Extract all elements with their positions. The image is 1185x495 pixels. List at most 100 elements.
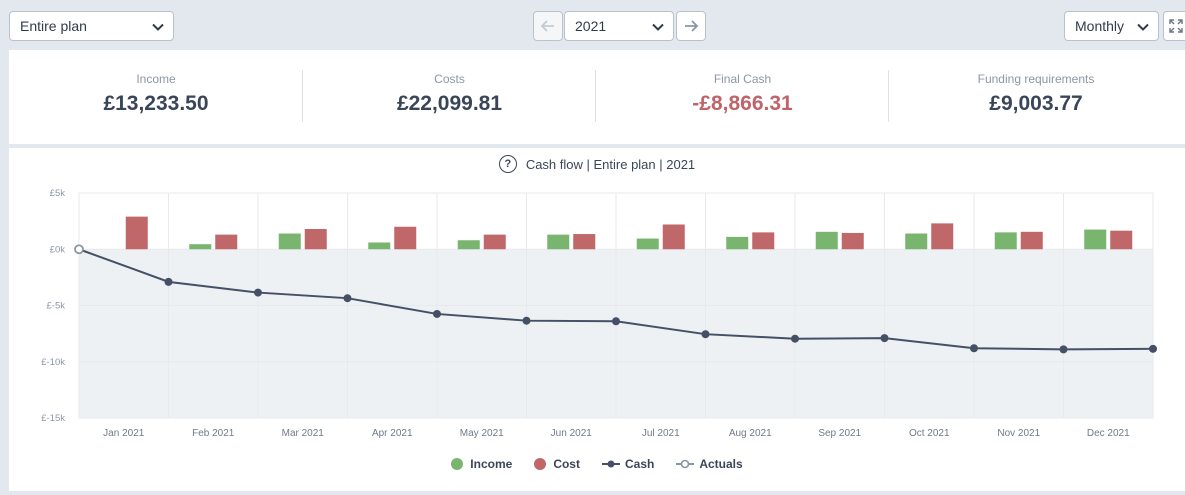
x-tick-label: Oct 2021 [909, 428, 950, 439]
stat-label: Income [136, 72, 176, 86]
costs-stat: Costs £22,099.81 [303, 50, 596, 144]
cash-point [612, 317, 620, 326]
legend-label: Cash [624, 457, 655, 471]
cash-point [254, 288, 262, 297]
stat-value: -£8,866.31 [692, 92, 793, 115]
income-swatch [451, 458, 464, 470]
actuals-point [74, 244, 84, 255]
income-bar [726, 236, 749, 250]
cash-point [433, 309, 441, 318]
fullscreen-button[interactable] [1163, 11, 1185, 41]
stat-value: £13,233.50 [103, 92, 209, 115]
stat-label: Funding requirements [977, 72, 1095, 86]
cash-point [791, 334, 799, 343]
cost-bar [1020, 231, 1043, 250]
toolbar: Entire plan 2021 Monthly [0, 0, 1185, 50]
x-tick-label: Nov 2021 [997, 428, 1040, 439]
y-tick-label: £5k [50, 188, 66, 199]
scope-select-value: Entire plan [20, 18, 87, 34]
divider [595, 70, 596, 122]
prev-year-button[interactable] [533, 11, 563, 41]
chart-title: ? Cash flow | Entire plan | 2021 [9, 154, 1185, 174]
expand-icon [1169, 19, 1183, 33]
income-bar [1084, 229, 1107, 250]
cash-point [970, 344, 978, 353]
income-bar [368, 242, 391, 250]
legend-label: Income [470, 457, 513, 471]
help-icon[interactable]: ? [498, 155, 517, 173]
x-tick-label: Jul 2021 [642, 428, 680, 439]
cost-bar [483, 234, 506, 250]
cost-bar [304, 229, 327, 250]
cost-bar [662, 224, 685, 250]
legend-item-cost[interactable]: Cost [534, 457, 580, 471]
legend-item-actuals[interactable]: Actuals [676, 457, 743, 471]
divider [888, 70, 889, 122]
cost-bar [215, 234, 238, 250]
next-year-button[interactable] [676, 11, 706, 41]
cost-bar [394, 226, 417, 250]
x-tick-label: Feb 2021 [192, 428, 235, 439]
cash-flow-chart: £5k £0k £-5k £-10k £-15k Jan 2021 Feb 2021 Mar … [41, 188, 1157, 439]
summary-panel: Income £13,233.50 Costs £22,099.81 Final… [9, 50, 1185, 144]
legend-label: Actuals [699, 457, 743, 471]
x-tick-label: Jun 2021 [551, 428, 593, 439]
year-select[interactable]: 2021 [564, 11, 674, 41]
x-tick-label: Apr 2021 [372, 428, 413, 439]
cost-bar [1110, 230, 1133, 250]
period-select-value: Monthly [1075, 18, 1125, 34]
y-tick-label: £-5k [47, 301, 66, 312]
x-tick-label: Aug 2021 [729, 428, 772, 439]
cost-swatch [534, 458, 547, 470]
cash-point [1149, 344, 1157, 353]
cash-point [1059, 345, 1068, 354]
cost-bar [841, 232, 864, 250]
chevron-down-icon [1137, 23, 1149, 31]
cost-bar [573, 234, 596, 250]
legend-label: Cost [553, 457, 580, 471]
arrow-left-icon [540, 20, 554, 32]
x-tick-label: Dec 2021 [1087, 428, 1130, 439]
cash-point [522, 316, 531, 325]
chart-title-text: Cash flow | Entire plan | 2021 [525, 156, 696, 172]
income-bar [905, 233, 928, 250]
stat-value: £22,099.81 [396, 92, 503, 115]
chart-legend: Income Cost Cash Actuals [9, 457, 1185, 471]
stat-value: £9,003.77 [989, 92, 1083, 115]
cost-bar [931, 223, 954, 250]
income-bar [636, 238, 659, 250]
legend-item-income[interactable]: Income [451, 457, 512, 471]
cash-point [880, 334, 889, 343]
x-tick-label: Jan 2021 [103, 428, 145, 439]
cash-point [164, 277, 173, 286]
cost-bar [125, 216, 148, 250]
funding-requirements-stat: Funding requirements £9,003.77 [889, 50, 1183, 144]
x-tick-label: May 2021 [460, 428, 504, 439]
chevron-down-icon [152, 23, 164, 31]
final-cash-stat: Final Cash -£8,866.31 [596, 50, 889, 144]
income-bar [457, 240, 480, 250]
period-select[interactable]: Monthly [1064, 11, 1159, 41]
cost-bar [752, 232, 775, 250]
income-bar [994, 232, 1017, 250]
year-select-value: 2021 [575, 18, 607, 34]
chevron-down-icon [652, 23, 664, 31]
arrow-right-icon [685, 20, 699, 32]
scope-select[interactable]: Entire plan [9, 11, 174, 41]
cash-flow-panel: ? Cash flow | Entire plan | 2021 £5k £0k £… [9, 148, 1185, 491]
income-bar [278, 233, 301, 250]
hollow-marker-icon [676, 459, 695, 469]
income-stat: Income £13,233.50 [9, 50, 303, 144]
y-tick-label: £-15k [41, 413, 65, 424]
y-tick-label: £-10k [41, 357, 65, 368]
y-tick-label: £0k [50, 244, 66, 255]
cash-point [343, 294, 352, 303]
cash-point [701, 330, 710, 339]
stat-label: Final Cash [713, 72, 772, 86]
line-marker-icon [601, 460, 620, 468]
stat-label: Costs [434, 72, 465, 86]
divider [302, 70, 303, 122]
legend-item-cash[interactable]: Cash [601, 457, 655, 471]
income-bar [815, 231, 838, 250]
x-tick-label: Mar 2021 [282, 428, 325, 439]
